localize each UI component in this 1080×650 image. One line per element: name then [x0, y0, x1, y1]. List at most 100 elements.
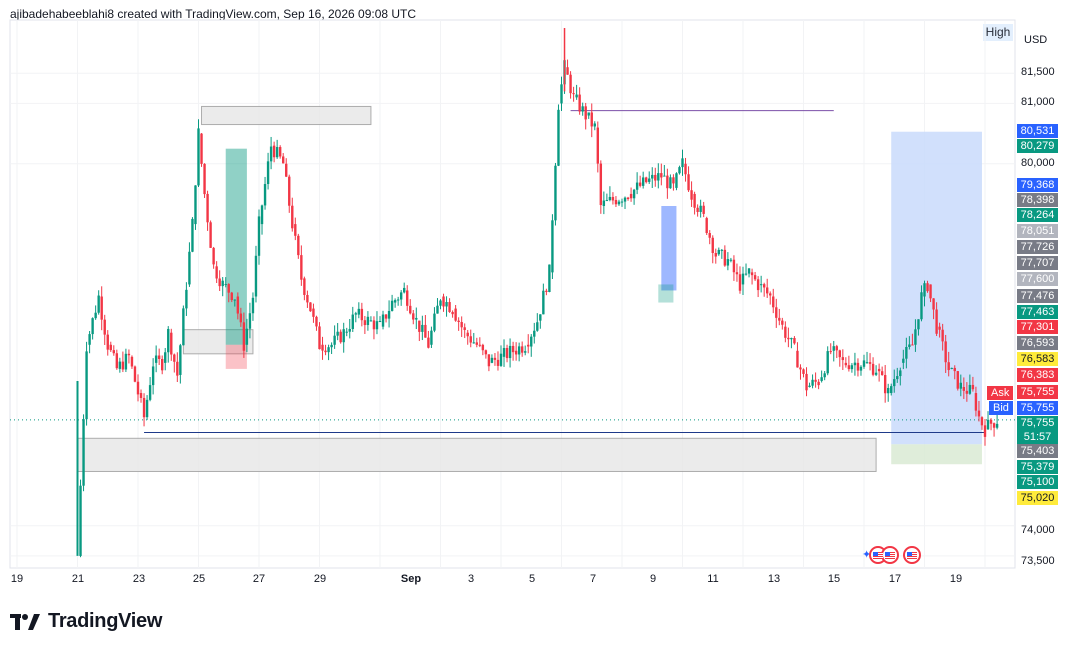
candle-body — [291, 205, 294, 229]
candle-body — [454, 308, 457, 321]
candle-body — [393, 300, 397, 303]
candle-body — [170, 332, 173, 355]
price-axis-label: 75,755 — [1017, 401, 1058, 415]
zone-long-stop — [891, 444, 982, 465]
candle-body — [648, 178, 651, 182]
candle-body — [986, 419, 990, 430]
candle-body — [681, 158, 684, 168]
candle-body — [487, 354, 491, 367]
candle-body — [641, 177, 645, 186]
candle-body — [294, 224, 297, 236]
price-chart[interactable] — [0, 0, 1080, 600]
candle-body — [179, 345, 182, 375]
candle-body — [409, 305, 412, 314]
candle-body — [130, 356, 134, 367]
candle-body — [572, 93, 575, 95]
candle-body — [611, 196, 615, 201]
candle-body — [451, 311, 454, 315]
candle-body — [406, 290, 409, 306]
candle-body — [478, 344, 482, 346]
candle-body — [239, 313, 243, 323]
candle-body — [581, 106, 584, 112]
candle-body — [787, 337, 790, 340]
candle-body — [823, 373, 826, 378]
candle-body — [527, 344, 530, 347]
candle-body — [124, 353, 128, 370]
candle-body — [817, 381, 820, 386]
candle-body — [381, 314, 385, 327]
date-tick: 19 — [10, 573, 24, 585]
date-tick: 11 — [707, 573, 719, 585]
candle-body — [260, 205, 264, 225]
candle-body — [427, 337, 430, 348]
candle-body — [333, 335, 336, 345]
candle-body — [959, 382, 962, 389]
candle-body — [430, 330, 433, 345]
candle-body — [136, 381, 140, 395]
candle-body — [877, 368, 881, 372]
candle-body — [956, 371, 959, 389]
candle-body — [336, 331, 339, 336]
price-axis-label: 75,100 — [1017, 475, 1058, 489]
candle-body — [354, 313, 357, 315]
candle-body — [865, 362, 869, 364]
price-axis-label: 77,463 — [1017, 305, 1058, 319]
candle-body — [968, 384, 972, 394]
currency-label[interactable]: USD — [1024, 34, 1048, 46]
candle-body — [209, 222, 212, 248]
candle-body — [929, 284, 932, 299]
us-flag-event-icon[interactable] — [903, 546, 922, 564]
candle-body — [245, 328, 249, 345]
candle-body — [254, 255, 258, 297]
candle-body — [593, 123, 596, 127]
candle-body — [953, 367, 956, 372]
candle-body — [883, 375, 887, 394]
candle-body — [536, 322, 539, 331]
candle-body — [115, 353, 119, 369]
candle-body — [965, 390, 969, 394]
candle-body — [154, 355, 158, 363]
candle-body — [696, 207, 699, 212]
candle-body — [675, 173, 678, 188]
candle-body — [472, 342, 475, 344]
candle-body — [920, 292, 923, 320]
candle-body — [726, 259, 730, 266]
candle-body — [775, 307, 778, 318]
candle-body — [233, 299, 236, 301]
us-flag-event-icon[interactable] — [881, 546, 900, 564]
candle-body — [251, 297, 255, 314]
economic-events[interactable]: ✦ — [862, 546, 922, 564]
date-tick: 9 — [649, 573, 657, 585]
price-axis-label: 75,379 — [1017, 460, 1058, 474]
candle-body — [908, 344, 911, 347]
candle-body — [469, 336, 472, 343]
high-badge[interactable]: High — [983, 24, 1013, 41]
candle-body — [645, 177, 648, 183]
candle-body — [215, 266, 218, 279]
candle-body — [133, 366, 137, 382]
price-axis-label: 77,476 — [1017, 289, 1058, 303]
brand-name: TradingView — [48, 610, 163, 632]
candle-body — [796, 350, 799, 368]
candle-body — [808, 385, 811, 387]
candle-body — [109, 344, 112, 351]
candle-body — [941, 329, 944, 342]
candle-body — [620, 201, 624, 203]
candle-body — [545, 290, 548, 292]
candle-body — [657, 173, 660, 181]
candle-body — [853, 362, 857, 366]
candle-body — [587, 112, 590, 116]
date-tick: 17 — [888, 573, 902, 585]
candle-body — [118, 361, 122, 369]
candle-body — [672, 177, 675, 184]
candle-body — [475, 342, 478, 345]
candle-body — [94, 312, 97, 319]
candle-body — [890, 386, 893, 394]
price-axis-label: 78,398 — [1017, 193, 1058, 207]
candle-body — [874, 372, 878, 375]
candle-body — [596, 127, 599, 164]
candle-body — [614, 199, 618, 205]
candle-body — [378, 320, 382, 322]
tradingview-logo[interactable]: TradingView — [10, 610, 162, 633]
candle-body — [832, 346, 835, 351]
